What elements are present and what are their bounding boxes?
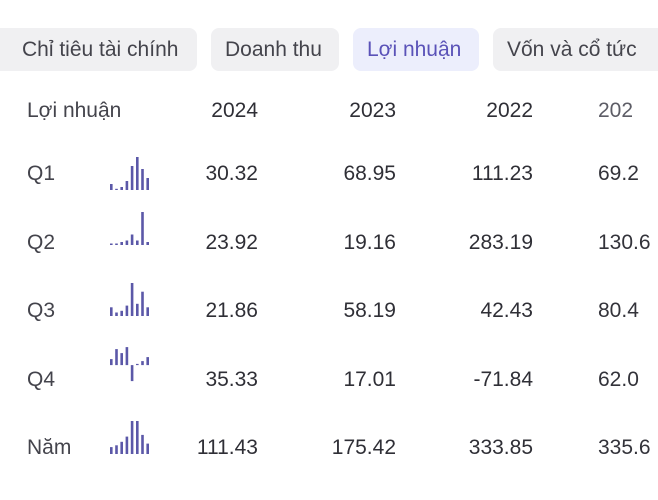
table-cell: 283.19 (468, 231, 533, 254)
sparkline-bar (125, 181, 129, 190)
sparkline-bar (110, 447, 113, 454)
sparkline-bar (120, 310, 123, 316)
sparkline-q4 (110, 347, 149, 382)
sparkline-bar (110, 307, 113, 316)
sparkline-bar (115, 243, 118, 245)
table-cell: 42.43 (480, 299, 533, 322)
sparkline-bar (115, 188, 118, 190)
sparkline-bar (141, 291, 144, 316)
sparkline-bar (110, 184, 113, 190)
sparkline-bar (110, 243, 113, 245)
table-cell: -71.84 (473, 368, 533, 391)
sparkline-bar (136, 421, 139, 454)
sparkline-bar (115, 349, 118, 366)
sparkline-bar (125, 347, 129, 366)
sparkline-bar (130, 421, 134, 454)
tab-label: Chỉ tiêu tài chính (22, 38, 179, 61)
sparkline-bar (120, 187, 123, 190)
sparkline-q1 (110, 157, 149, 190)
table-cell: 21.86 (205, 299, 258, 322)
sparkline-bar (130, 283, 134, 316)
sparkline-bar (120, 441, 123, 454)
sparkline-bar (120, 353, 123, 366)
table-cell: 30.32 (205, 162, 258, 185)
table-cell: 58.19 (343, 299, 396, 322)
sparkline-bar (141, 169, 144, 190)
tab-loi-nhuan[interactable]: Lợi nhuận (353, 28, 479, 71)
row-label-q1: Q1 (27, 162, 56, 185)
table-cell: 23.92 (205, 231, 258, 254)
tab-label: Lợi nhuận (367, 38, 462, 61)
tab-label: Doanh thu (225, 38, 322, 61)
tab-label: Vốn và cổ tức (507, 38, 637, 61)
sparkline-q2 (110, 212, 149, 245)
table-cell: 333.85 (468, 436, 533, 459)
sparkline-bar (125, 436, 129, 454)
sparkline-bar (146, 357, 149, 366)
table-cell: 175.42 (331, 436, 396, 459)
table-cell: 19.16 (343, 231, 396, 254)
table-cell: 17.01 (343, 368, 396, 391)
sparkline-bar (115, 445, 118, 454)
column-header-year: 2024 (211, 99, 258, 122)
table-cell: 35.33 (205, 368, 258, 391)
table-cell: 62.0 (598, 368, 639, 391)
sparkline-bar (136, 303, 139, 316)
sparkline-nam (110, 421, 149, 454)
sparkline-bar (130, 365, 134, 382)
sparkline-bar (141, 434, 144, 454)
sparkline-q3 (110, 283, 149, 316)
sparkline-bar (115, 312, 118, 316)
tab-bar: Chỉ tiêu tài chính Doanh thu Lợi nhuận V… (0, 28, 658, 71)
row-label-q3: Q3 (27, 299, 56, 322)
sparkline-bar (146, 307, 149, 316)
sparkline-bar (120, 242, 123, 245)
sparkline-bar (130, 166, 134, 190)
tab-doanh-thu[interactable]: Doanh thu (211, 28, 339, 71)
table-cell: 80.4 (598, 299, 639, 322)
tab-chi-tieu-tai-chinh[interactable]: Chỉ tiêu tài chính (0, 28, 197, 71)
sparkline-bar (136, 363, 139, 366)
sparkline-bar (146, 443, 149, 454)
row-label-nam: Năm (27, 436, 72, 459)
sparkline-bar (146, 242, 149, 245)
sparkline-bar (136, 157, 139, 190)
table-cell: 69.2 (598, 162, 639, 185)
sparkline-bar (130, 234, 134, 245)
table-cell: 68.95 (343, 162, 396, 185)
table-cell: 111.23 (471, 162, 533, 185)
sparkline-bar (136, 240, 139, 245)
table-cell: 335.6 (598, 436, 651, 459)
sparkline-bar (125, 240, 129, 245)
table-cell: 130.6 (598, 231, 651, 254)
table-cell: 111.43 (196, 436, 258, 459)
column-header-year: 2023 (349, 99, 396, 122)
sparkline-bar (141, 361, 144, 366)
row-label-q2: Q2 (27, 231, 56, 254)
sparkline-bar (141, 212, 144, 245)
sparkline-bar (110, 359, 113, 366)
tab-von-va-co-tuc[interactable]: Vốn và cổ tức (493, 28, 658, 71)
row-label-q4: Q4 (27, 368, 56, 391)
table-header-label: Lợi nhuận (27, 99, 122, 122)
column-header-year: 202 (598, 99, 634, 122)
sparkline-bar (146, 178, 149, 190)
column-header-year: 2022 (486, 99, 533, 122)
sparkline-bar (125, 305, 129, 316)
